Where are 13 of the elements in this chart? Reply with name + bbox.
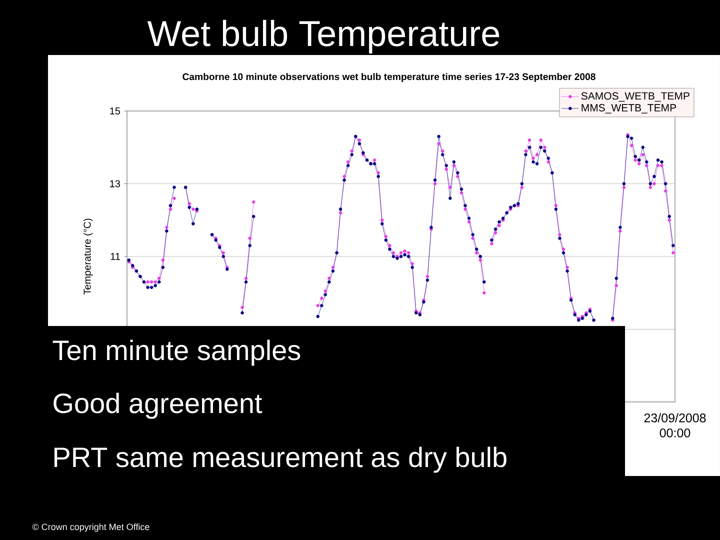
text: PRT same measurement as dry bulb: [54, 446, 506, 473]
y-tick-label: 13: [110, 180, 120, 188]
annotation: Good agreement: [54, 392, 262, 419]
annotation: Ten minute samples: [52, 340, 300, 366]
legend-label: MMS_WETB_TEMP: [582, 104, 676, 114]
y-tick-label: 11: [110, 253, 120, 260]
text: 23/09/2008 00:00: [644, 413, 706, 438]
chart-subtitle: Camborne 10 minute observations wet bulb temperature time series 17-23 September 2008: [182, 73, 596, 82]
y-tick-label: 15: [110, 108, 120, 114]
y-axis-title: Temperature (°C): [83, 218, 93, 295]
text: © Crown copyright Met Office: [32, 523, 150, 532]
chart-title: Wet bulb Temperature: [147, 20, 500, 54]
legend-label: SAMOS_WETB_TEMP: [581, 92, 690, 102]
